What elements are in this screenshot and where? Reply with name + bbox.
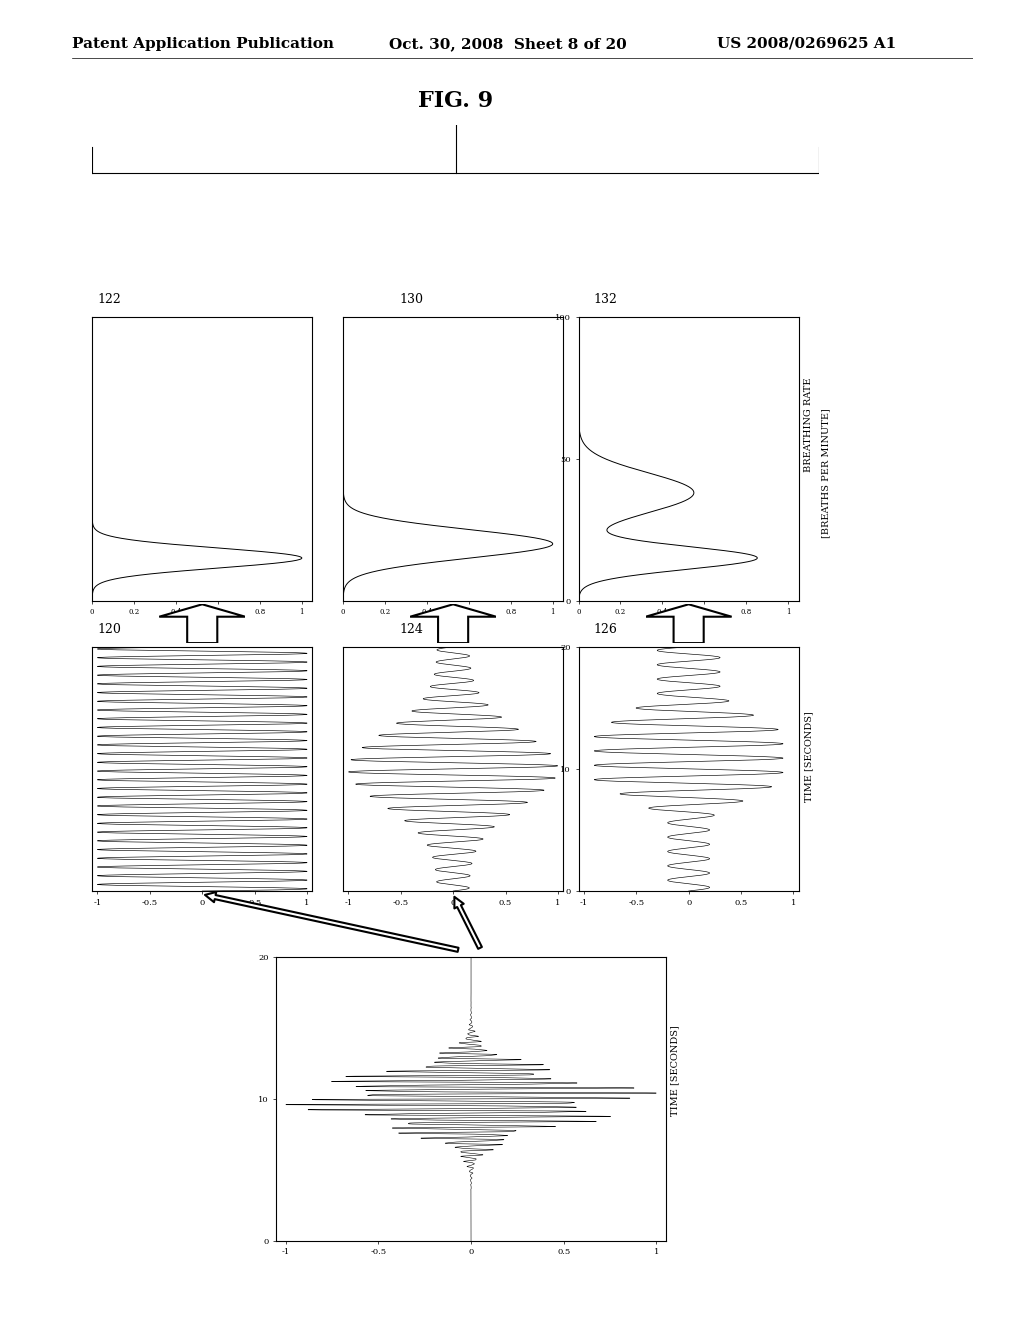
Text: 124: 124	[399, 623, 423, 636]
Polygon shape	[410, 605, 497, 643]
Text: 122: 122	[97, 293, 121, 306]
Text: 132: 132	[594, 293, 617, 306]
Text: 130: 130	[399, 293, 423, 306]
Text: TIME [SECONDS]: TIME [SECONDS]	[671, 1026, 680, 1115]
Text: BREATHING RATE: BREATHING RATE	[804, 378, 813, 471]
Text: [BREATHS PER MINUTE]: [BREATHS PER MINUTE]	[821, 408, 830, 537]
Text: FIG. 9: FIG. 9	[418, 90, 494, 112]
Polygon shape	[645, 605, 731, 643]
Text: TIME [SECONDS]: TIME [SECONDS]	[804, 711, 813, 803]
Text: US 2008/0269625 A1: US 2008/0269625 A1	[717, 37, 896, 51]
Polygon shape	[160, 605, 246, 643]
Text: Patent Application Publication: Patent Application Publication	[72, 37, 334, 51]
Text: 120: 120	[97, 623, 121, 636]
Text: 126: 126	[594, 623, 617, 636]
Text: Oct. 30, 2008  Sheet 8 of 20: Oct. 30, 2008 Sheet 8 of 20	[389, 37, 627, 51]
